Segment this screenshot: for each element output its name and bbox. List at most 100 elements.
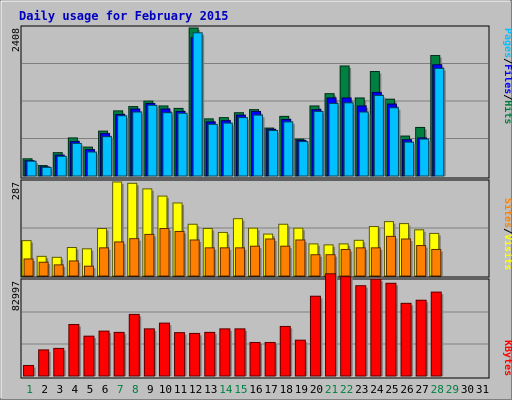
legend-hits: Hits: [502, 100, 512, 124]
day-tick-label: 20: [310, 383, 323, 396]
bar-kbytes-day-4: [68, 323, 80, 377]
top-panel-legend: Pages/Files/Hits: [502, 28, 512, 124]
legend-separator: /: [502, 58, 512, 64]
day-tick-label: 25: [385, 383, 398, 396]
bar-kbytes-day-26: [400, 302, 412, 377]
day-tick-label: 5: [87, 383, 94, 396]
bar-sites-day-10: [159, 228, 170, 277]
legend-separator: /: [502, 228, 512, 234]
middle-panel-legend: Sites/Visits: [502, 198, 512, 270]
bar-kbytes-day-24: [370, 278, 382, 377]
bar-sites-day-1: [23, 258, 34, 277]
bar-kbytes-day-27: [415, 299, 427, 377]
bar-sites-day-19: [295, 239, 306, 277]
bar-kbytes-day-22: [340, 276, 352, 377]
bar-kbytes-day-16: [249, 341, 261, 377]
day-tick-labels: 1 2 3 4 5 6 7 8 9 10 11 12 13 14 15 16 17 18 19 20 21 22 23 24 2…: [26, 383, 489, 396]
bar-kbytes-day-5: [83, 335, 95, 377]
legend-visits: Visits: [502, 234, 512, 270]
bar-pages-day-18: [283, 121, 294, 177]
bar-sites-day-20: [310, 254, 321, 277]
top-panel-max-label: 2408: [11, 28, 22, 52]
bar-sites-day-8: [129, 238, 140, 277]
bar-kbytes-day-21: [325, 273, 337, 377]
bar-pages-day-16: [253, 114, 264, 177]
bar-pages-day-22: [343, 102, 354, 177]
bar-pages-day-9: [147, 104, 158, 177]
bar-sites-day-27: [416, 245, 427, 277]
bar-pages-day-26: [404, 141, 415, 177]
bar-pages-day-2: [41, 166, 52, 177]
day-tick-label: 10: [159, 383, 172, 396]
bar-kbytes-day-25: [385, 282, 397, 377]
bar-pages-day-7: [117, 115, 128, 177]
bar-sites-day-12: [189, 239, 200, 277]
day-tick-label: 3: [56, 383, 63, 396]
day-tick-label: 31: [476, 383, 489, 396]
bar-pages-day-15: [237, 117, 248, 177]
day-tick-label: 11: [174, 383, 187, 396]
bar-pages-day-25: [388, 107, 399, 177]
bar-kbytes-day-12: [189, 332, 201, 377]
bottom-panel-max-label: 82997: [11, 281, 22, 311]
bar-sites-day-23: [355, 247, 366, 277]
bar-pages-day-12: [192, 32, 203, 177]
bar-pages-day-6: [102, 136, 113, 177]
bar-sites-day-9: [144, 233, 155, 277]
bar-sites-day-11: [174, 230, 185, 277]
bar-pages-day-4: [71, 142, 82, 177]
bar-pages-day-19: [298, 141, 309, 177]
bar-sites-day-24: [370, 247, 381, 277]
bar-kbytes-day-17: [264, 341, 276, 377]
day-tick-label: 2: [41, 383, 48, 396]
day-tick-label: 28: [431, 383, 444, 396]
bar-pages-day-8: [132, 111, 143, 177]
day-tick-label: 24: [370, 383, 384, 396]
day-tick-label: 22: [340, 383, 353, 396]
bar-kbytes-day-1: [23, 364, 35, 377]
bar-sites-day-21: [325, 254, 336, 277]
bar-sites-day-13: [204, 247, 215, 277]
bar-kbytes-day-10: [158, 322, 170, 377]
bar-kbytes-day-20: [309, 295, 321, 377]
day-tick-label: 1: [26, 383, 33, 396]
day-tick-label: 21: [325, 383, 338, 396]
bar-pages-day-11: [177, 112, 188, 177]
day-tick-label: 16: [249, 383, 262, 396]
bar-kbytes-day-9: [143, 328, 155, 377]
bar-sites-day-4: [68, 260, 79, 277]
bar-sites-day-7: [114, 241, 125, 277]
middle-panel-max-label: 287: [11, 182, 22, 200]
bar-pages-day-21: [328, 102, 339, 177]
bar-sites-day-14: [219, 247, 230, 277]
bar-sites-day-26: [401, 238, 412, 277]
bar-kbytes-day-28: [430, 291, 442, 377]
bar-kbytes-day-18: [279, 325, 291, 377]
bar-sites-day-17: [265, 238, 276, 277]
bar-pages-day-14: [222, 122, 233, 177]
bar-sites-day-18: [280, 245, 291, 277]
bars: [21, 27, 446, 377]
bar-kbytes-day-8: [128, 313, 140, 377]
day-tick-label: 8: [132, 383, 139, 396]
bar-sites-day-15: [234, 247, 245, 277]
bar-sites-day-28: [431, 248, 442, 277]
day-tick-label: 14: [219, 383, 233, 396]
bar-sites-day-22: [340, 248, 351, 277]
legend-separator: /: [502, 94, 512, 100]
day-tick-label: 23: [355, 383, 368, 396]
bar-pages-day-13: [207, 123, 218, 177]
bar-sites-day-25: [385, 235, 396, 277]
day-tick-label: 13: [204, 383, 217, 396]
bar-pages-day-3: [56, 155, 67, 177]
bar-kbytes-day-3: [53, 347, 65, 377]
bar-kbytes-day-23: [355, 285, 367, 377]
bar-pages-day-1: [26, 160, 37, 177]
bar-pages-day-28: [434, 67, 445, 177]
bar-kbytes-day-13: [204, 331, 216, 377]
bar-sites-day-3: [53, 264, 64, 277]
legend-files: Files: [502, 64, 512, 94]
day-tick-label: 19: [295, 383, 308, 396]
bar-pages-day-27: [419, 138, 430, 177]
bar-sites-day-5: [83, 265, 94, 277]
